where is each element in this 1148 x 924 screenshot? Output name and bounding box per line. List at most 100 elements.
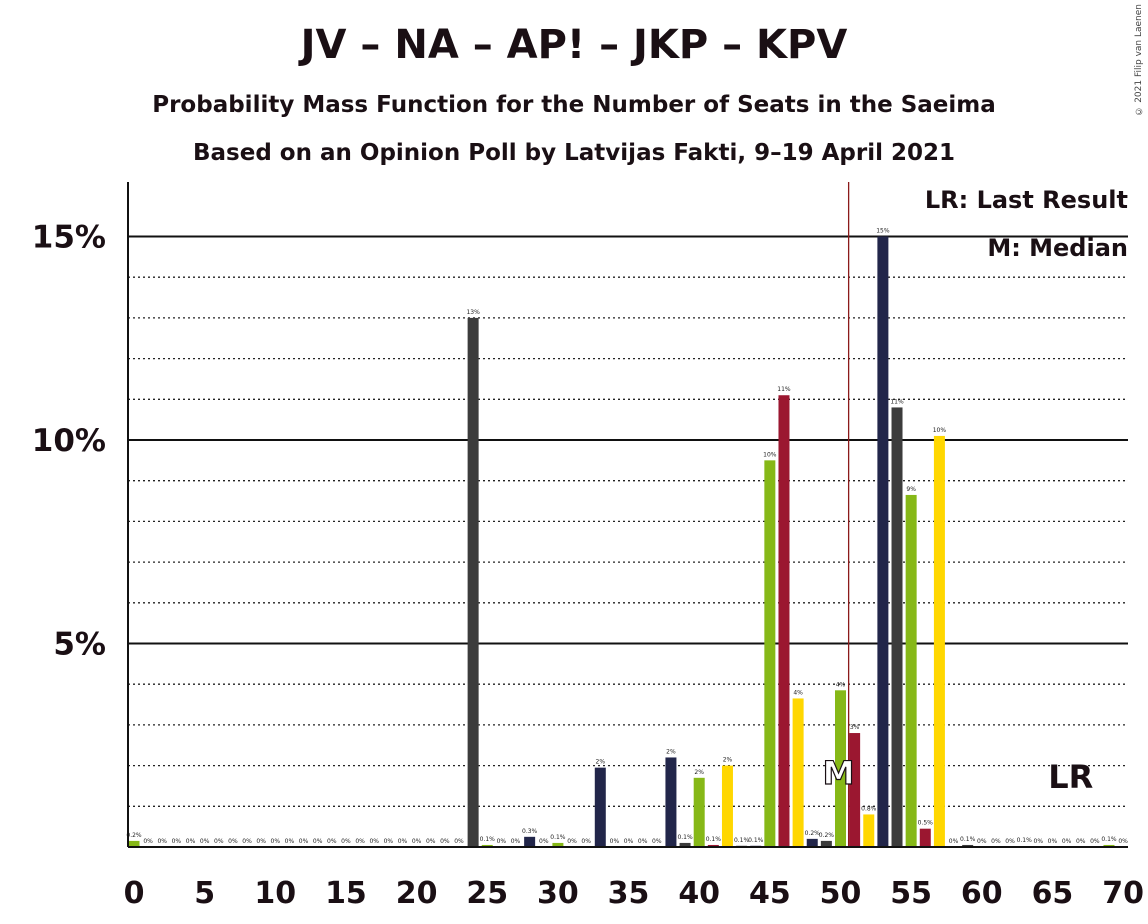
data-label-seat-16: 0% [355,838,365,845]
x-tick-label: 55 [890,876,932,911]
data-label-seat-62: 0% [1005,838,1015,845]
bar-seat-42 [721,765,733,847]
bar-seat-55 [905,494,917,847]
data-label-seat-39: 0.1% [677,834,693,841]
data-label-seat-56: 0.5% [918,820,934,827]
bar-seat-24 [467,317,479,847]
data-label-seat-47: 4% [793,689,803,696]
bar-seat-52 [863,814,875,847]
x-tick-label: 30 [537,876,579,911]
data-label-seat-33: 2% [596,759,606,766]
bar-seat-57 [933,435,945,847]
data-label-seat-34: 0% [610,838,620,845]
data-label-seat-41: 0.1% [706,836,722,843]
data-label-seat-30: 0.1% [550,834,566,841]
data-label-seat-43: 0.1% [734,837,750,844]
data-label-seat-0: 0.2% [126,832,142,839]
data-label-seat-63: 0.1% [1017,837,1033,844]
data-label-seat-50: 4% [836,681,846,688]
data-label-seat-20: 0% [412,838,422,845]
bar-seat-50 [835,690,846,847]
bar-seat-56 [919,828,931,847]
x-tick-label: 70 [1102,876,1144,911]
data-label-seat-68: 0% [1090,838,1100,845]
bar-seat-69 [1103,844,1115,847]
data-label-seat-8: 0% [242,838,252,845]
bar-seat-39 [679,842,691,847]
median-marker: M [823,754,855,792]
data-label-seat-10: 0% [271,838,281,845]
data-label-seat-38: 2% [666,748,676,755]
bar-seat-54 [891,407,903,847]
x-tick-label: 25 [466,876,508,911]
data-label-seat-40: 2% [694,769,704,776]
data-label-seat-53: 15% [876,228,890,235]
data-label-seat-58: 0% [949,838,959,845]
data-label-seat-54: 11% [890,398,904,405]
legend-median: M: Median [987,234,1128,262]
data-label-seat-23: 0% [454,838,464,845]
bar-seat-40 [693,777,705,847]
chart-subtitle-1: Probability Mass Function for the Number… [152,92,996,118]
chart-title: JV – NA – AP! – JKP – KPV [300,22,848,68]
data-label-seat-17: 0% [369,838,379,845]
data-label-seat-21: 0% [426,838,436,845]
data-label-seat-11: 0% [285,838,295,845]
bar-seat-25 [481,844,493,847]
data-label-seat-69: 0.1% [1101,836,1117,843]
bars-group [128,236,1115,847]
data-label-seat-12: 0% [299,838,309,845]
axes-group: 5% 10% 15% 0 5 10 15 20 25 30 35 40 45 50 55 60 65 70 [32,182,1144,911]
data-label-seat-28: 0.3% [522,828,538,835]
data-labels-group: 0.2% 0% 0% 0% 0% 0% 0% 0% 0% 0% 0% 0% 0% 0% 0% 0% 0% 0% 0%… [126,228,1128,846]
x-tick-label: 35 [608,876,650,911]
bar-seat-30 [552,842,564,847]
data-label-seat-32: 0% [581,838,591,845]
data-label-seat-14: 0% [327,838,337,845]
bar-seat-59 [962,844,974,847]
bar-seat-33 [594,767,606,847]
x-tick-label: 60 [961,876,1003,911]
bar-seat-38 [665,757,677,847]
data-label-seat-52: 0.8% [861,805,877,812]
data-label-seat-13: 0% [313,838,323,845]
x-tick-label: 15 [325,876,367,911]
grid-lines [128,235,1128,807]
legend-last-result: LR: Last Result [924,186,1128,214]
bar-seat-48 [806,838,818,847]
markers-group: M LR [822,753,1093,796]
data-label-seat-25: 0.1% [480,836,496,843]
data-label-seat-35: 0% [624,838,634,845]
bar-seat-51 [849,733,861,847]
data-label-seat-49: 0.2% [819,832,835,839]
data-label-seat-70: 0% [1118,838,1128,845]
data-label-seat-15: 0% [341,838,351,845]
last-result-marker: LR [1048,758,1093,796]
data-label-seat-57: 10% [933,427,947,434]
x-tick-label: 65 [1032,876,1074,911]
data-label-seat-19: 0% [398,838,408,845]
y-tick-label: 5% [53,627,106,663]
data-label-seat-64: 0% [1034,838,1044,845]
data-label-seat-7: 0% [228,838,238,845]
bar-seat-46 [778,395,790,847]
chart-subtitle-2: Based on an Opinion Poll by Latvijas Fak… [193,140,955,166]
bar-seat-53 [877,236,889,847]
data-label-seat-4: 0% [186,838,196,845]
data-label-seat-60: 0% [977,838,987,845]
data-label-seat-55: 9% [906,486,916,493]
data-label-seat-2: 0% [157,838,167,845]
data-label-seat-67: 0% [1076,838,1086,845]
data-label-seat-42: 2% [723,757,733,764]
data-label-seat-3: 0% [172,838,182,845]
data-label-seat-5: 0% [200,838,210,845]
y-tick-label: 15% [32,220,106,256]
data-label-seat-26: 0% [497,838,507,845]
data-label-seat-51: 3% [850,724,860,731]
data-label-seat-31: 0% [567,838,577,845]
data-label-seat-24: 13% [466,309,480,316]
data-label-seat-66: 0% [1062,838,1072,845]
x-tick-label: 20 [396,876,438,911]
x-tick-label: 10 [254,876,296,911]
y-tick-label: 10% [32,423,106,459]
